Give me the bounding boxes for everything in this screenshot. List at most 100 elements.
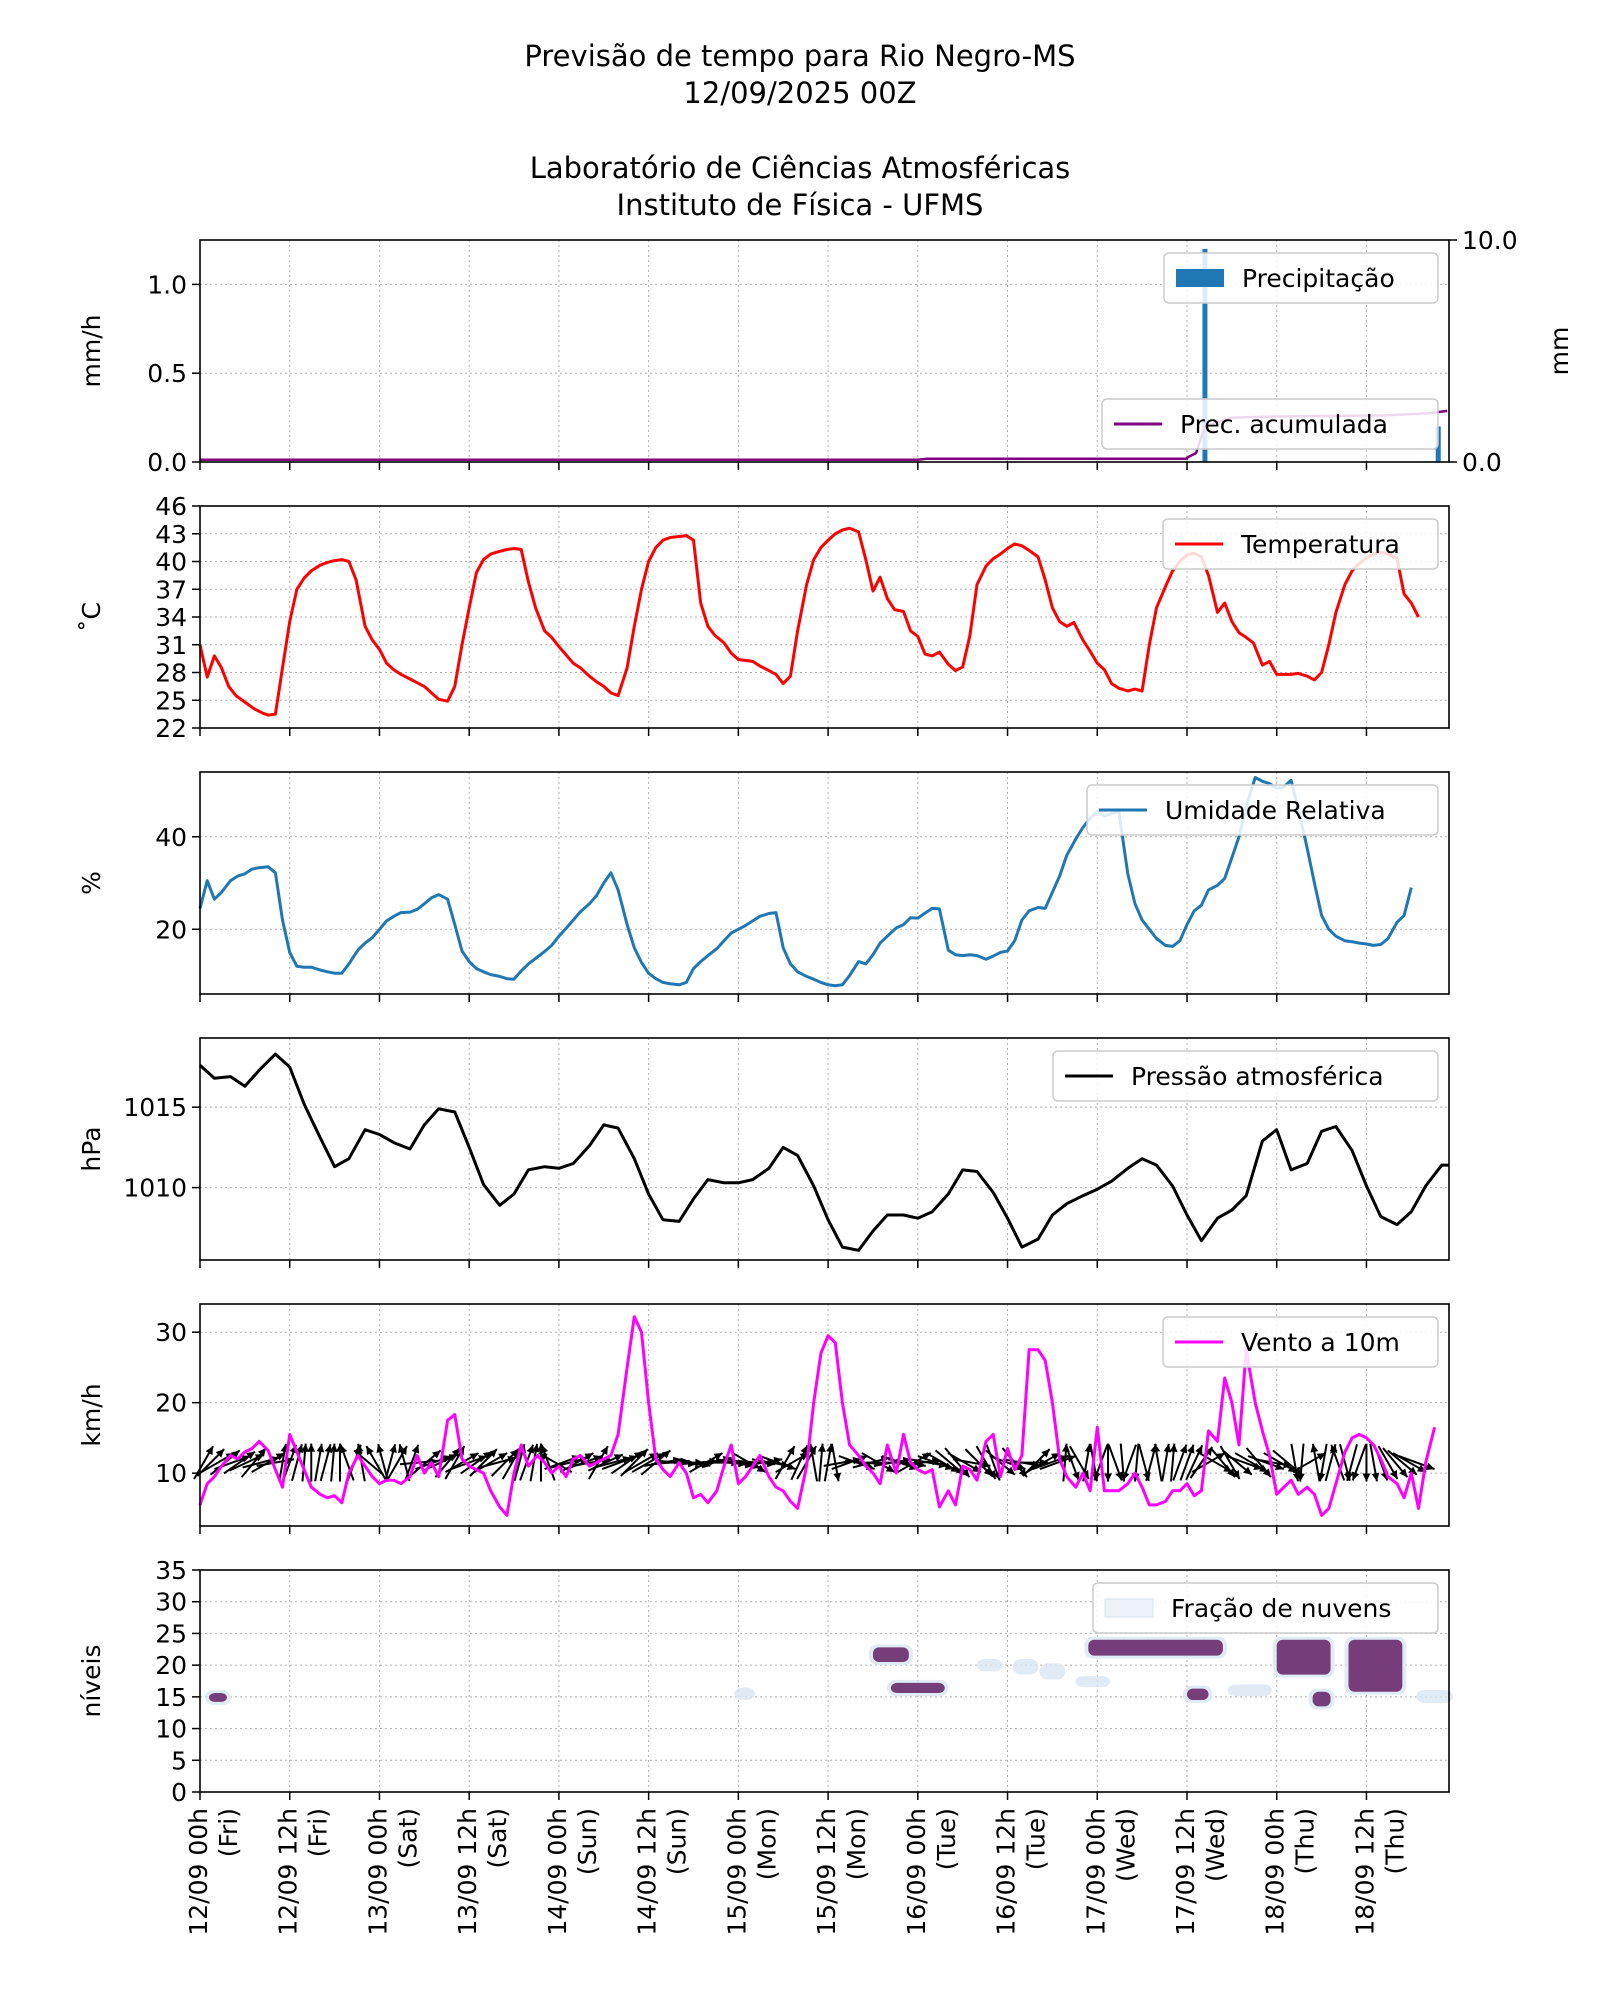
x-tick-weekday: (Wed)	[1201, 1808, 1230, 1882]
wind-arrow-head	[307, 1443, 316, 1452]
y-tick-label: 43	[155, 520, 187, 549]
x-tick-weekday: (Mon)	[752, 1808, 781, 1880]
x-tick-date: 13/09 12h	[453, 1808, 482, 1936]
y-tick-label: 0	[171, 1778, 187, 1807]
x-tick-label: 15/09 12h (Mon)	[812, 1808, 871, 1936]
y-tick-label: 25	[155, 1619, 187, 1648]
wind-arrow-head	[656, 1453, 666, 1461]
wind-arrow-head	[483, 1451, 492, 1460]
x-tick-label: 12/09 00h (Fri)	[184, 1808, 243, 1936]
wind-arrow-head	[355, 1443, 364, 1453]
y-right-tick-label: 0.0	[1462, 448, 1502, 477]
wind-arrow-head	[488, 1449, 497, 1458]
y-axis-label: km/h	[77, 1383, 106, 1446]
wind-arrow-head	[469, 1453, 479, 1461]
x-tick-weekday: (Fri)	[304, 1808, 333, 1857]
wind-arrow-head	[1072, 1471, 1080, 1481]
x-tick-label: 14/09 00h (Sun)	[543, 1808, 602, 1936]
legend-box	[1101, 398, 1439, 450]
wind-arrow-head	[1262, 1468, 1271, 1478]
wind-arrow-head	[833, 1472, 842, 1482]
wind-arrow-head	[254, 1454, 264, 1462]
cloud-patch	[890, 1682, 945, 1694]
wind-arrow-head	[1425, 1462, 1435, 1470]
y-tick-label: 5	[171, 1746, 187, 1775]
wind-arrow-head	[389, 1444, 397, 1454]
x-tick-label: 18/09 12h (Thu)	[1350, 1808, 1409, 1936]
wind-arrow-head	[451, 1448, 460, 1457]
cloud-patch	[1348, 1639, 1403, 1692]
wind-arrow-head	[639, 1449, 648, 1458]
humidity-line	[198, 776, 1413, 988]
wind-arrow-head	[1316, 1453, 1326, 1461]
x-tick-label: 17/09 00h (Wed)	[1081, 1808, 1140, 1936]
wind-arrow-head	[713, 1453, 723, 1461]
wind-arrow-head	[592, 1455, 602, 1463]
wind-arrow-head	[1152, 1443, 1161, 1453]
y-tick-label: 10	[155, 1459, 187, 1488]
x-tick-date: 14/09 00h	[543, 1808, 572, 1936]
x-tick-weekday: (Thu)	[1291, 1808, 1320, 1874]
wind-arrow-head	[1362, 1473, 1371, 1482]
wind-arrow-head	[600, 1446, 608, 1456]
chart-title-line-2: 12/09/2025 00Z	[683, 76, 917, 110]
wind-arrow-head	[366, 1446, 374, 1456]
legend-label: Temperatura	[1240, 530, 1400, 559]
wind-arrow-head	[205, 1446, 214, 1456]
wind-arrow-head	[961, 1468, 970, 1478]
chart-title-line-1: Previsão de tempo para Rio Negro-MS	[524, 39, 1076, 73]
y-tick-label: 40	[155, 548, 187, 577]
wind-arrow-head	[1226, 1468, 1236, 1478]
y-tick-label: 1.0	[147, 270, 187, 299]
wind-arrow-head	[540, 1444, 549, 1454]
legend-label: Precipitação	[1242, 264, 1395, 293]
cloud-halo	[976, 1658, 1003, 1672]
cloud-halo	[1416, 1690, 1453, 1704]
x-tick-date: 16/09 00h	[902, 1808, 931, 1936]
x-tick-weekday: (Mon)	[842, 1808, 871, 1880]
wind-arrow-head	[633, 1451, 643, 1460]
x-tick-label: 13/09 12h (Sat)	[453, 1808, 512, 1936]
y-tick-label: 46	[155, 492, 187, 521]
legend-box	[1163, 252, 1439, 304]
x-tick-label: 16/09 12h (Tue)	[992, 1808, 1051, 1936]
y-axis-label: hPa	[77, 1126, 106, 1171]
y-axis-label: mm/h	[77, 315, 106, 388]
y-tick-label: 40	[155, 823, 187, 852]
wind-arrow-head	[246, 1451, 256, 1460]
x-tick-label: 18/09 00h (Thu)	[1261, 1808, 1320, 1936]
y-axis-label: %	[77, 871, 106, 895]
wind-arrow-head	[1216, 1453, 1225, 1461]
y-tick-label: 34	[155, 603, 187, 632]
y-tick-label: 30	[155, 1318, 187, 1347]
plot-frame	[199, 239, 1450, 463]
cloud-halo	[734, 1687, 755, 1700]
panel-precipitation: 0.0 0.5 1.0 mm/h 0.0 10.0 mm Precipitação Prec. …	[77, 226, 1574, 477]
wind-arrow-head	[988, 1470, 996, 1480]
y-tick-label: 22	[155, 714, 187, 743]
x-tick-date: 18/09 12h	[1350, 1808, 1379, 1936]
wind-arrow-head	[1041, 1449, 1050, 1458]
cloud-halo	[1075, 1676, 1111, 1688]
x-tick-date: 13/09 00h	[363, 1808, 392, 1936]
wind-arrow-head	[301, 1443, 309, 1453]
cloud-patch	[872, 1647, 909, 1662]
y-tick-label: 0.0	[147, 448, 187, 477]
plot-frame	[199, 1303, 1450, 1527]
y-tick-label: 31	[155, 631, 187, 660]
wind-arrow-head	[1006, 1466, 1015, 1475]
wind-arrow-head	[498, 1453, 508, 1461]
x-tick-date: 15/09 12h	[812, 1808, 841, 1936]
temperature-line	[198, 526, 1420, 717]
wind-arrow-head	[526, 1444, 535, 1454]
wind-arrow-head	[230, 1450, 240, 1459]
legend-box	[1052, 1050, 1439, 1102]
wind-arrow-head	[339, 1444, 348, 1454]
plot-frame	[199, 1037, 1450, 1261]
legend-swatch	[1104, 1598, 1154, 1618]
x-tick-weekday: (Sun)	[573, 1808, 602, 1875]
x-tick-date: 18/09 00h	[1261, 1808, 1290, 1936]
wind-arrow-head	[531, 1443, 540, 1453]
